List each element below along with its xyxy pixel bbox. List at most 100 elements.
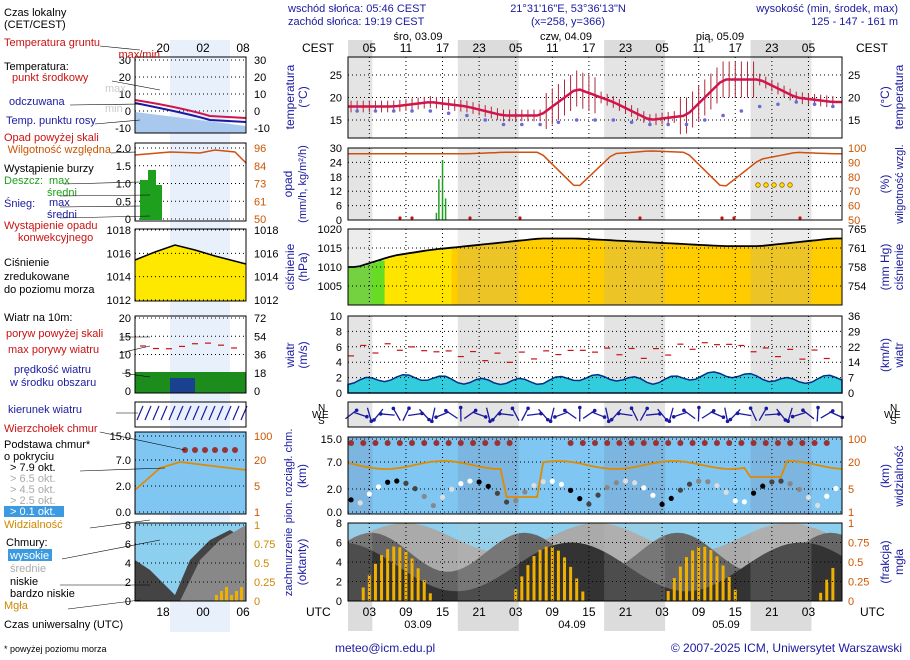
legend-high-bg: [8, 549, 52, 561]
night-band: [457, 437, 519, 514]
grid: (x=258, y=366): [531, 16, 605, 28]
legend-gust-over: poryw powyżej skali: [6, 328, 103, 340]
day-label-bottom: 03.09: [404, 619, 432, 631]
pressure-area: [421, 251, 428, 305]
legend-tick-right: 50: [254, 214, 266, 226]
legend-tick-right: 1: [254, 507, 260, 519]
cloud-base-dot: [467, 478, 473, 484]
pressure-area: [683, 244, 691, 305]
dew-point: [721, 113, 725, 118]
pressure-area: [628, 241, 636, 305]
panel-border: [347, 56, 843, 139]
wind-arrow: [639, 408, 648, 421]
cloud-top-dot: [665, 440, 672, 446]
panel-border: [347, 436, 843, 515]
wind-arrow-head: [609, 417, 614, 422]
night-band: [457, 148, 519, 220]
legend-wind-arrow: [232, 405, 240, 421]
pressure-area: [402, 254, 410, 305]
wind-arrow: [554, 411, 569, 418]
wind-arrow: [485, 407, 491, 422]
night-band: [604, 523, 666, 601]
legend-tick-right: 0: [254, 386, 260, 398]
wind-speed-area: [347, 371, 843, 394]
compass-n: N: [890, 403, 897, 414]
cloud-top-dot: [482, 440, 489, 446]
legend-panel-border: [134, 56, 247, 134]
day-label-bottom: 05.09: [712, 619, 740, 631]
tick: 7.0: [327, 457, 342, 469]
wind-arrow-head: [735, 411, 740, 416]
legend-rain: Deszcz:: [4, 175, 43, 187]
legend-wind-arrow: [160, 405, 168, 421]
dew-point: [446, 111, 451, 116]
legend-tick-right: 54: [254, 331, 266, 343]
wind-arrow: [538, 408, 549, 421]
night-band: [604, 40, 666, 57]
pressure-area: [762, 245, 770, 305]
fog-bar: [526, 565, 530, 601]
wind-arrow-head: [391, 406, 396, 411]
legend-tick: -10: [115, 123, 131, 135]
cloud-top-dot: [579, 440, 586, 446]
tick-right: 15: [848, 115, 860, 127]
tick-right: 765: [848, 224, 866, 236]
cloud-top-dot: [457, 440, 464, 446]
dew-point: [465, 113, 469, 118]
wind-arrow-head: [725, 419, 730, 424]
cloud-top-dot: [787, 440, 794, 446]
pressure-area: [701, 244, 709, 305]
cloud-base-dot: [815, 502, 821, 508]
legend-panel-bg: [135, 402, 246, 427]
tick-right: 5: [848, 484, 854, 496]
hour-bottom: 21: [619, 605, 633, 619]
fog-bar: [380, 555, 384, 601]
cloud-base-dot: [741, 499, 748, 505]
night-band: [348, 148, 373, 220]
night-band: [348, 40, 373, 57]
cloud-top-dot: [689, 440, 696, 446]
legend-utc-tick: 00: [196, 605, 210, 619]
pressure-area: [829, 238, 837, 305]
fog-bar: [825, 579, 829, 601]
tick-right: 90: [848, 157, 860, 169]
legend-okt: > 7.9 okt.: [10, 462, 56, 474]
legend-connector: [121, 372, 151, 378]
wind-arrow-head: [434, 415, 438, 419]
footer-copyright: © 2007-2025 ICM, Uniwersytet Warszawski: [671, 641, 902, 655]
legend-tick-right: 100: [254, 431, 272, 443]
tick-right: 7: [848, 373, 854, 385]
wind-arrow: [526, 413, 542, 416]
sunset: zachód słońca: 19:19 CEST: [288, 16, 425, 28]
hour-top: 11: [692, 41, 705, 55]
legend-fog-bar: [235, 591, 238, 601]
legend-local-tick: 08: [236, 41, 250, 55]
legend-tick: 8: [125, 520, 131, 532]
legend-utc-label: Czas uniwersalny (UTC): [4, 619, 123, 631]
storm-marker: [763, 182, 769, 188]
fog-bar: [361, 587, 365, 601]
night-band: [750, 229, 812, 305]
wind-arrow-head: [427, 417, 431, 422]
legend-tick: 15.0: [110, 431, 131, 443]
wind-arrow-head: [711, 408, 716, 413]
tick: 25: [330, 70, 342, 82]
legend-pressure-area: [135, 245, 246, 301]
legend-tick: 2.0: [116, 481, 131, 493]
cloud-base-dot: [613, 480, 619, 486]
cloud-base-dot: [513, 498, 519, 504]
fog-bar: [398, 547, 402, 601]
cloud-base-dot: [503, 499, 510, 505]
legend-humidity-line: [134, 149, 247, 164]
wind-arrow-head: [602, 415, 607, 419]
dew-point: [520, 122, 524, 127]
legend-connector: [63, 181, 141, 185]
wind-arrow-head: [592, 408, 597, 413]
cloud-top-dot: [360, 440, 367, 446]
legend-cloud-top-dot: [222, 447, 228, 453]
legend-utc-tick: 18: [156, 605, 170, 619]
dew-point: [684, 122, 689, 127]
wind-arrow-head: [697, 405, 701, 410]
wind-arrow-head: [354, 408, 359, 413]
axis-unit: (km): [295, 464, 309, 488]
